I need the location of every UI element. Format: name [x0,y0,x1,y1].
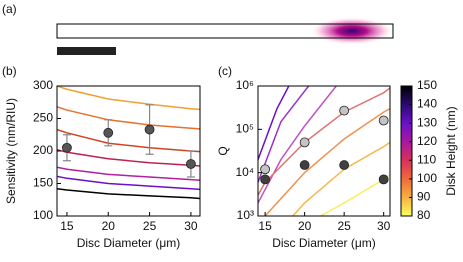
x-tick-label: 25 [337,219,351,233]
y-axis-label: Q [216,146,230,155]
x-tick-label: 25 [143,219,157,233]
x-tick-label: 15 [258,219,272,233]
x-tick-label: 30 [377,219,391,233]
data-point [299,160,310,170]
data-point [144,124,155,135]
x-axis-label: Disc Diameter (μm) [77,236,181,250]
data-point [339,160,350,170]
scale-bar [57,47,116,55]
curve [57,175,200,191]
colorbar-tick-label: 90 [417,190,431,204]
curve [57,166,200,181]
data-point [378,115,389,126]
plot-area [258,86,390,216]
curve [258,86,290,160]
y-tick-label: 250 [33,111,53,125]
x-tick-label: 30 [184,219,198,233]
data-point [260,174,271,185]
y-tick-label: 10³ [237,208,254,222]
curve [258,86,310,183]
panel-label: (a) [2,2,17,16]
waveguide [56,23,394,39]
plot-area [57,86,200,200]
y-tick-label: 10⁵ [236,122,254,136]
panel-label: (c) [218,64,232,78]
colorbar-tick-label: 80 [417,208,431,222]
mode-glow [310,17,394,45]
curve [57,148,200,167]
colorbar [400,85,413,217]
data-point [378,174,389,185]
curve [57,86,200,111]
data-point [299,137,310,148]
x-tick-label: 20 [298,219,312,233]
curve [57,128,200,153]
y-tick-label: 150 [33,176,53,190]
curve [264,107,390,216]
colorbar-tick-label: 150 [417,78,437,92]
panel-label: (b) [2,64,17,78]
colorbar-tick-label: 140 [417,97,437,111]
y-tick-label: 300 [33,78,53,92]
data-point [339,105,350,116]
y-tick-label: 100 [33,208,53,222]
colorbar-tick-label: 120 [417,134,437,148]
colorbar-tick-label: 110 [417,152,436,166]
curve [57,187,200,200]
colorbar-tick-label: 100 [417,171,437,185]
x-tick-label: 15 [60,219,74,233]
x-axis-label: Disc Diameter (μm) [272,236,376,250]
data-point [62,142,72,153]
colorbar-tick-label: 130 [417,115,437,129]
y-tick-label: 10⁶ [236,78,254,92]
data-point [186,159,196,169]
curve [258,87,390,196]
y-tick-label: 200 [33,143,53,157]
x-tick-label: 20 [102,219,116,233]
curve [57,106,200,130]
y-axis-label: Sensitivity (nm/RIU) [4,98,18,204]
y-tick-label: 10⁴ [235,165,254,179]
colorbar-label: Disk Height (nm) [444,106,458,195]
data-point [260,164,271,175]
axes-frame [257,85,391,217]
data-point [103,127,114,138]
